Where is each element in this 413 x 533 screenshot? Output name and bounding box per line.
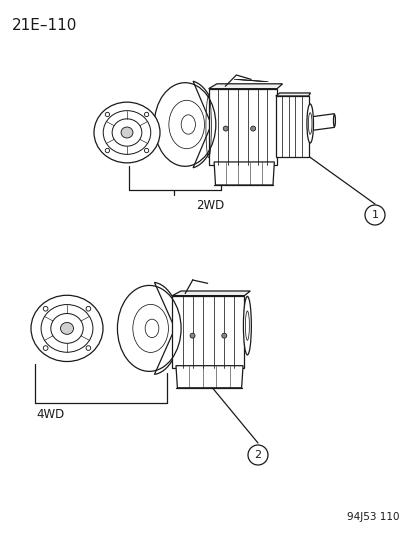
Circle shape [221, 333, 226, 338]
Circle shape [247, 445, 267, 465]
Ellipse shape [332, 115, 335, 126]
Ellipse shape [31, 295, 103, 361]
Circle shape [144, 148, 148, 152]
Ellipse shape [94, 102, 159, 163]
Polygon shape [214, 162, 274, 185]
Ellipse shape [306, 104, 313, 143]
Text: 1: 1 [370, 210, 377, 220]
Circle shape [223, 126, 228, 131]
Ellipse shape [243, 296, 251, 355]
Circle shape [86, 346, 90, 350]
Ellipse shape [41, 304, 93, 352]
Text: 94J53 110: 94J53 110 [347, 512, 399, 522]
Text: 21E–110: 21E–110 [12, 18, 77, 33]
Polygon shape [208, 88, 276, 165]
Polygon shape [275, 96, 308, 157]
Text: 2WD: 2WD [195, 199, 223, 212]
Circle shape [86, 306, 90, 311]
Polygon shape [172, 291, 250, 296]
Ellipse shape [121, 127, 133, 138]
Polygon shape [208, 84, 282, 88]
Polygon shape [154, 282, 186, 374]
Ellipse shape [245, 311, 249, 340]
Polygon shape [172, 296, 244, 368]
Ellipse shape [103, 111, 150, 155]
Ellipse shape [308, 113, 311, 134]
Circle shape [144, 112, 148, 117]
Ellipse shape [60, 322, 73, 334]
Text: 2: 2 [254, 450, 261, 460]
Ellipse shape [112, 119, 142, 146]
Polygon shape [176, 366, 242, 388]
Ellipse shape [51, 313, 83, 343]
Circle shape [105, 148, 109, 152]
Circle shape [250, 126, 255, 131]
Polygon shape [192, 81, 220, 168]
Circle shape [190, 333, 195, 338]
Circle shape [105, 112, 109, 117]
Circle shape [43, 306, 48, 311]
Polygon shape [275, 93, 310, 96]
Circle shape [364, 205, 384, 225]
Polygon shape [312, 114, 334, 131]
Text: 4WD: 4WD [37, 408, 65, 421]
Circle shape [43, 346, 48, 350]
